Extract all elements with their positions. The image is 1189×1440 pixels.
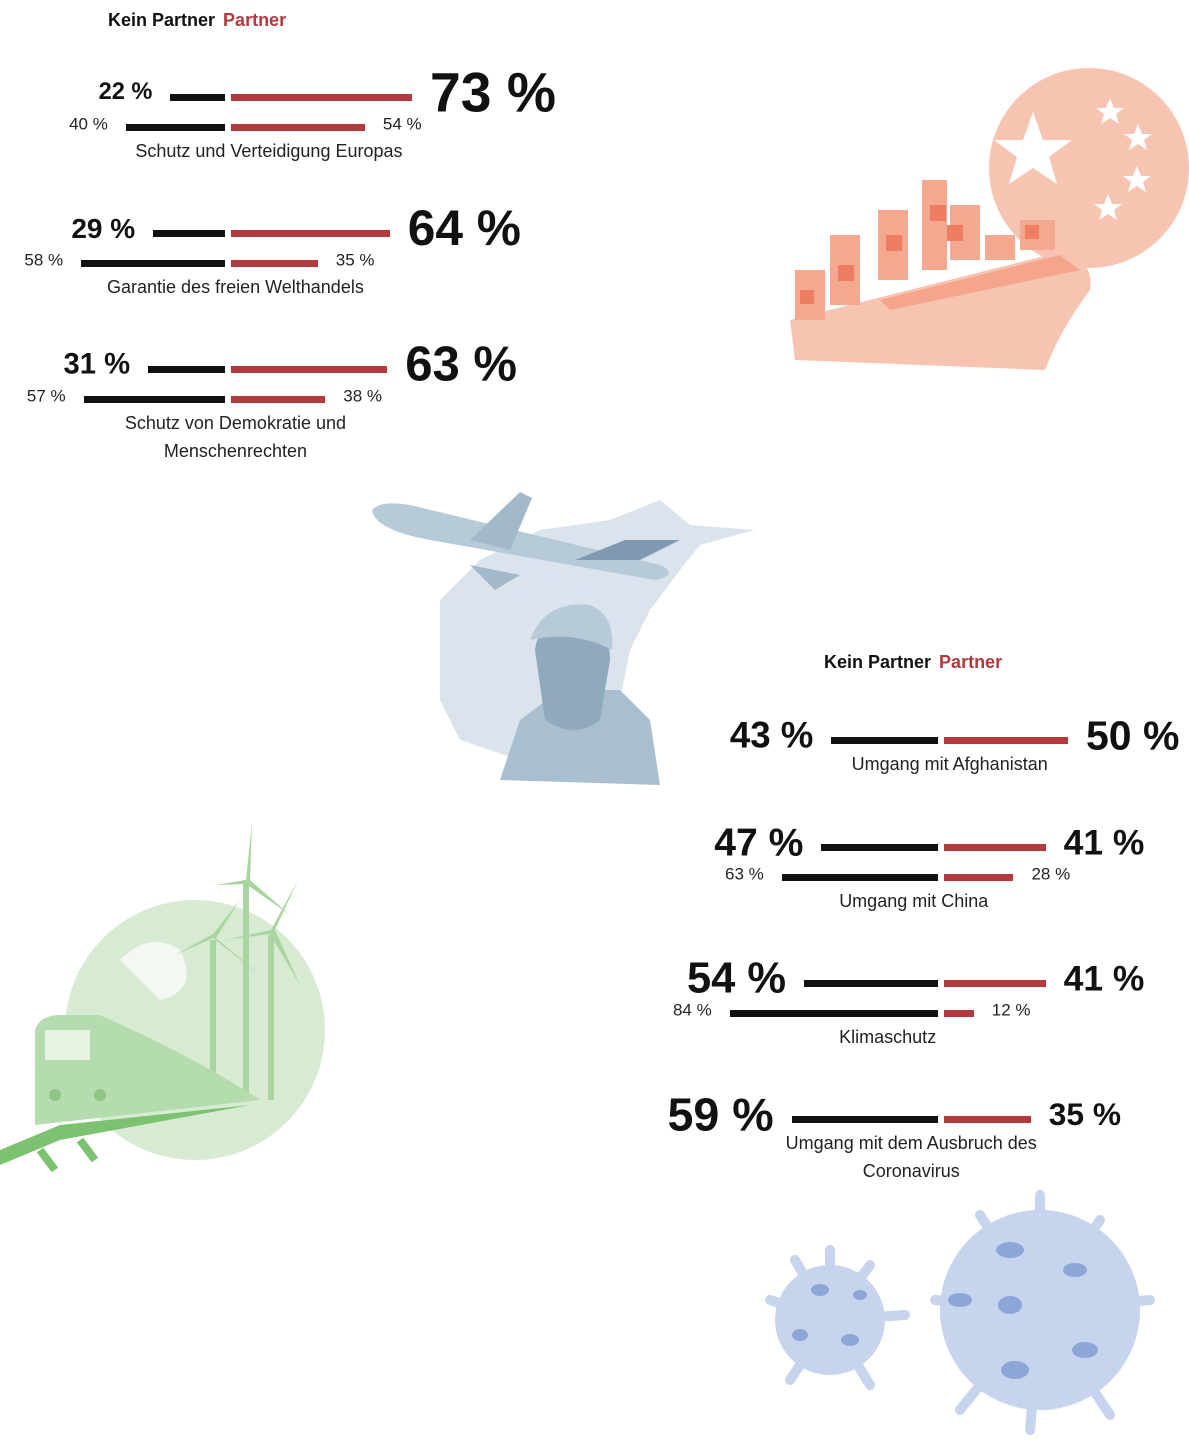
bar: [153, 230, 225, 237]
secondary-label: 40 %: [69, 114, 108, 134]
legend: Kein Partner Partner: [824, 652, 1002, 673]
value-label: 41 %: [1063, 958, 1145, 999]
value-label: 47 %: [714, 821, 804, 865]
category-label: Schutz und Verteidigung Europas: [135, 141, 403, 161]
secondary-bar: [125, 124, 225, 131]
bar: [148, 366, 225, 373]
secondary-label: 35 %: [335, 250, 375, 270]
bar: [170, 94, 225, 101]
bar: [944, 844, 1046, 851]
value-label: 59 %: [667, 1088, 774, 1141]
value-label: 35 %: [1048, 1096, 1122, 1133]
category-label: Klimaschutz: [839, 1027, 937, 1047]
secondary-label: 57 %: [26, 386, 66, 406]
secondary-bar: [83, 396, 225, 403]
secondary-label: 54 %: [382, 114, 422, 134]
category-label: Umgang mit dem Ausbruch des Coronavirus: [785, 1133, 1037, 1181]
value-label: 50 %: [1086, 712, 1180, 759]
value-label: 22 %: [98, 79, 153, 106]
bar: [944, 1116, 1031, 1123]
category-label: Umgang mit Afghanistan: [851, 754, 1048, 774]
category-label: Umgang mit China: [839, 891, 989, 911]
value-label: 43 %: [729, 714, 814, 756]
category-label: Garantie des freien Welthandels: [107, 277, 364, 297]
afghanistan-illustration: [372, 492, 755, 785]
value-label: 54 %: [687, 954, 787, 1003]
legend-entry: Partner: [939, 652, 1003, 672]
value-label: 64 %: [407, 200, 521, 257]
value-label: 31 %: [63, 348, 131, 381]
bar: [791, 1116, 938, 1123]
secondary-label: 38 %: [343, 386, 382, 406]
legend: Kein Partner Partner: [108, 10, 286, 31]
value-label: 29 %: [71, 213, 136, 245]
secondary-bar: [231, 260, 318, 267]
secondary-bar: [81, 260, 225, 267]
bar: [944, 980, 1046, 987]
bar: [821, 844, 938, 851]
bar: [231, 94, 413, 101]
bar: [231, 230, 390, 237]
bar: [804, 980, 938, 987]
secondary-bar: [944, 1010, 974, 1017]
secondary-label: 63 %: [725, 864, 764, 884]
secondary-bar: [729, 1010, 938, 1017]
secondary-label: 58 %: [24, 250, 64, 270]
secondary-label: 28 %: [1031, 864, 1071, 884]
category-label: Schutz von Demokratie und Menschenrechte…: [124, 413, 346, 461]
value-label: 73 %: [430, 61, 556, 124]
secondary-bar: [231, 396, 326, 403]
bar: [944, 737, 1068, 744]
bar: [831, 737, 938, 744]
secondary-bar: [781, 874, 938, 881]
climate-illustration: [0, 822, 325, 1173]
legend-entry: Kein Partner: [108, 10, 216, 30]
ship-illustration: [790, 68, 1189, 370]
secondary-bar: [231, 124, 365, 131]
legend-entry: Partner: [223, 10, 287, 30]
secondary-bar: [944, 874, 1014, 881]
secondary-label: 84 %: [672, 1000, 712, 1020]
bar: [231, 366, 388, 373]
secondary-label: 12 %: [991, 1000, 1031, 1020]
legend-entry: Kein Partner: [824, 652, 932, 672]
value-label: 63 %: [405, 337, 518, 392]
virus-illustration: [765, 1190, 1155, 1435]
value-label: 41 %: [1063, 822, 1145, 863]
